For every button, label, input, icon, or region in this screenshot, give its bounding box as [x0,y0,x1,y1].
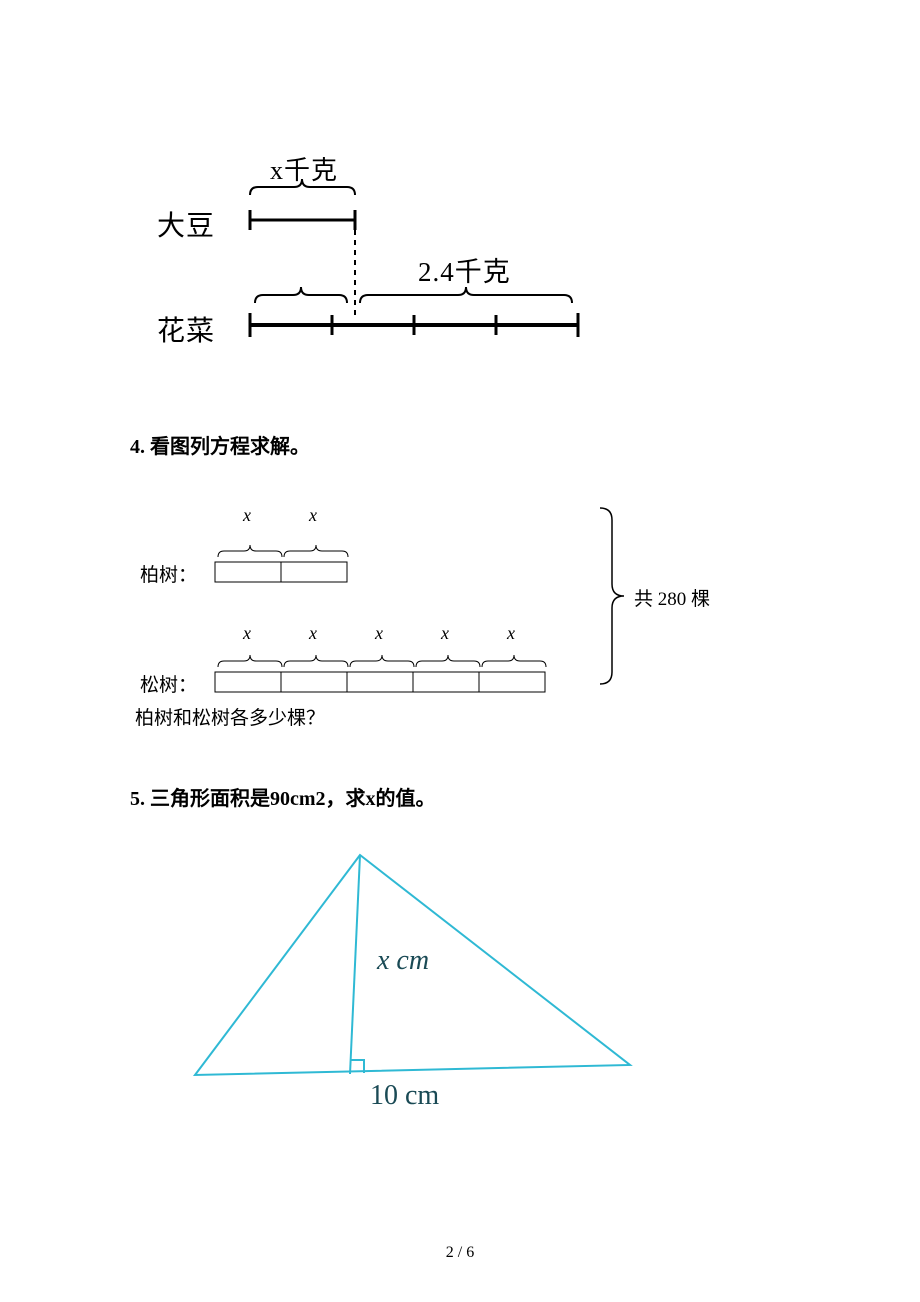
page-total: 6 [466,1244,474,1261]
row2-boxes [215,672,545,692]
q4-question-text: 柏树和松树各多少棵？ [135,703,325,730]
triangle-altitude [350,855,360,1074]
page-root: x千克 大豆 2.4千克 花菜 4. 看图列方程求解。 [0,0,920,1302]
big-right-brace [600,508,624,684]
label-total-280: 共 280 棵 [634,584,710,611]
row2-x-3: x [441,623,449,644]
row1-brace-0 [218,545,282,557]
label-cypress: 柏树： [140,560,197,587]
page-number: 2 / 6 [0,1244,920,1262]
row1-x-1: x [309,505,317,526]
row2-brace-3 [416,655,480,667]
diagram-triangle: x cm 10 cm [100,830,700,1140]
diagram-trees: 柏树： 松树： x x x x x x x 共 280 棵 柏树和松树各多少棵？ [0,0,920,750]
q4-svg [0,0,920,750]
page-sep: / [454,1244,466,1261]
q5-heading: 5. 三角形面积是90cm2，求x的值。 [130,782,436,811]
row2-brace-2 [350,655,414,667]
row1-x-0: x [243,505,251,526]
row2-x-2: x [375,623,383,644]
row1-boxes [215,562,347,582]
row1-brace-1 [284,545,348,557]
label-10cm: 10 cm [370,1080,439,1112]
row2-brace-1 [284,655,348,667]
row2-x-4: x [507,623,515,644]
row2-brace-0 [218,655,282,667]
row2-brace-4 [482,655,546,667]
label-x-cm: x cm [377,945,429,977]
row2-x-1: x [309,623,317,644]
page-current: 2 [446,1244,454,1261]
row2-x-0: x [243,623,251,644]
label-pine: 松树： [140,670,197,697]
